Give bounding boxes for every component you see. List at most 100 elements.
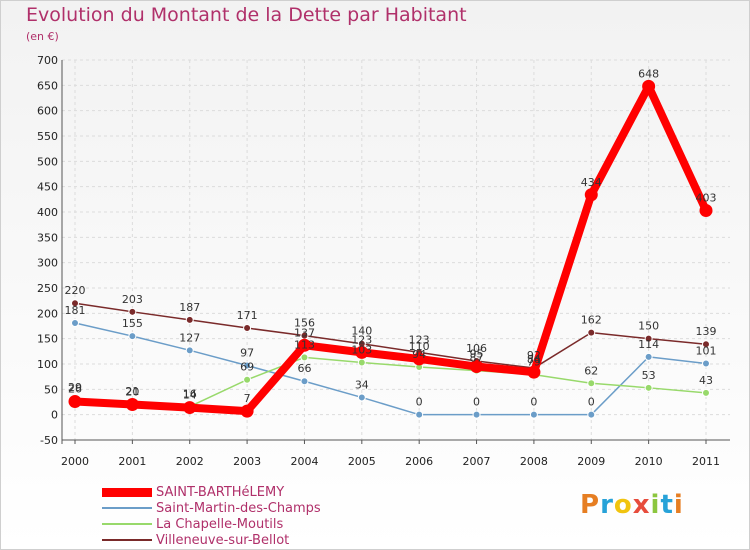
legend-swatch-saint-barthelemy: [102, 487, 152, 497]
legend-item-saint-martin: Saint-Martin-des-Champs: [102, 500, 321, 516]
y-tick-label: 100: [37, 358, 58, 371]
data-point-saint-barth-lemy: [355, 345, 369, 359]
data-point-la-chapelle-moutils: [243, 375, 252, 384]
data-point-saint-martin-des-champs: [702, 359, 710, 368]
data-label-saint-martin-des-champs: 0: [473, 396, 480, 409]
data-point-saint-barth-lemy: [183, 401, 197, 415]
data-label-la-chapelle-moutils: 16: [183, 388, 197, 401]
y-tick-label: 350: [37, 231, 58, 244]
data-label-la-chapelle-moutils: 87: [470, 352, 484, 365]
data-label-villeneuve-sur-bellot: 220: [65, 284, 86, 297]
legend-label-la-chapelle: La Chapelle-Moutils: [156, 516, 284, 532]
data-label-saint-barth-lemy: 110: [409, 340, 430, 353]
data-point-saint-martin-des-champs: [300, 377, 309, 386]
data-label-la-chapelle-moutils: 94: [412, 348, 426, 361]
y-tick-label: 400: [37, 206, 58, 219]
data-label-villeneuve-sur-bellot: 162: [581, 314, 602, 327]
data-point-villeneuve-sur-bellot: [587, 328, 596, 337]
data-point-saint-barth-lemy: [470, 360, 484, 374]
data-label-la-chapelle-moutils: 79: [527, 356, 541, 369]
data-point-la-chapelle-moutils: [644, 383, 653, 392]
y-tick-label: 700: [37, 54, 58, 67]
data-label-villeneuve-sur-bellot: 139: [696, 325, 717, 338]
y-tick-label: 50: [44, 383, 58, 396]
data-label-saint-barth-lemy: 403: [696, 191, 717, 204]
data-point-saint-martin-des-champs: [472, 410, 481, 419]
data-point-saint-barth-lemy: [642, 79, 656, 93]
x-tick-label: 2001: [118, 455, 146, 468]
legend-swatch-villeneuve: [102, 539, 152, 541]
data-label-saint-martin-des-champs: 101: [696, 344, 717, 357]
y-tick-label: 250: [37, 282, 58, 295]
data-point-saint-barth-lemy: [125, 398, 139, 412]
data-label-villeneuve-sur-bellot: 171: [237, 309, 258, 322]
data-point-saint-barth-lemy: [699, 203, 713, 217]
data-label-saint-barth-lemy: 26: [68, 382, 82, 395]
data-point-saint-martin-des-champs: [357, 393, 366, 402]
x-tick-label: 2011: [692, 455, 720, 468]
data-label-saint-martin-des-champs: 0: [588, 396, 595, 409]
y-tick-label: 550: [37, 130, 58, 143]
legend-label-saint-martin: Saint-Martin-des-Champs: [156, 500, 321, 516]
data-label-saint-martin-des-champs: 66: [297, 362, 311, 375]
y-tick-label: 450: [37, 181, 58, 194]
data-point-la-chapelle-moutils: [357, 358, 366, 367]
x-tick-label: 2002: [176, 455, 204, 468]
data-label-saint-martin-des-champs: 127: [179, 331, 200, 344]
data-label-saint-barth-lemy: 648: [638, 67, 659, 80]
series-line-villeneuve-sur-bellot: [74, 302, 707, 369]
data-point-saint-martin-des-champs: [644, 352, 653, 361]
legend-label-saint-barthelemy: SAINT-BARTHéLEMY: [156, 484, 285, 500]
legend-swatch-la-chapelle: [102, 523, 152, 525]
data-point-la-chapelle-moutils: [702, 388, 710, 397]
data-label-villeneuve-sur-bellot: 187: [179, 301, 200, 314]
data-point-saint-barth-lemy: [412, 352, 426, 366]
data-point-saint-barth-lemy: [240, 404, 254, 418]
x-tick-label: 2006: [405, 455, 433, 468]
data-label-saint-martin-des-champs: 97: [240, 347, 254, 360]
data-label-la-chapelle-moutils: 103: [351, 343, 372, 356]
chart-title: Evolution du Montant de la Dette par Hab…: [26, 4, 467, 26]
data-label-saint-martin-des-champs: 0: [530, 396, 537, 409]
data-point-saint-martin-des-champs: [243, 361, 252, 370]
proxiti-logo: Proxiti: [580, 490, 684, 520]
x-tick-label: 2000: [61, 455, 89, 468]
legend-item-saint-barthelemy: SAINT-BARTHéLEMY: [102, 484, 321, 500]
data-point-villeneuve-sur-bellot: [702, 340, 710, 349]
data-label-saint-barth-lemy: 7: [244, 392, 251, 405]
data-label-la-chapelle-moutils: 69: [240, 361, 254, 374]
data-point-saint-barth-lemy: [527, 365, 541, 379]
y-tick-label: 200: [37, 307, 58, 320]
series-line-la-chapelle-moutils: [74, 356, 707, 408]
data-label-la-chapelle-moutils: 113: [294, 338, 315, 351]
data-label-la-chapelle-moutils: 43: [699, 374, 713, 387]
data-point-saint-martin-des-champs: [71, 318, 79, 327]
data-label-villeneuve-sur-bellot: 140: [351, 325, 372, 338]
y-tick-label: 0: [51, 409, 58, 422]
x-tick-label: 2010: [635, 455, 663, 468]
data-point-villeneuve-sur-bellot: [243, 324, 252, 333]
data-point-saint-martin-des-champs: [415, 410, 424, 419]
data-label-villeneuve-sur-bellot: 150: [638, 320, 659, 333]
data-point-saint-barth-lemy: [297, 338, 311, 352]
data-point-la-chapelle-moutils: [587, 379, 596, 388]
legend-item-villeneuve: Villeneuve-sur-Bellot: [102, 532, 321, 548]
y-tick-label: 600: [37, 105, 58, 118]
x-tick-label: 2007: [463, 455, 491, 468]
data-label-saint-barth-lemy: 14: [183, 389, 197, 402]
data-point-saint-martin-des-champs: [185, 346, 194, 355]
x-tick-label: 2005: [348, 455, 376, 468]
data-label-villeneuve-sur-bellot: 92: [527, 349, 541, 362]
data-point-villeneuve-sur-bellot: [185, 315, 194, 324]
data-label-saint-martin-des-champs: 0: [416, 396, 423, 409]
x-tick-label: 2003: [233, 455, 261, 468]
data-point-saint-martin-des-champs: [587, 410, 596, 419]
y-tick-label: 150: [37, 333, 58, 346]
data-label-la-chapelle-moutils: 29: [68, 381, 82, 394]
data-label-saint-martin-des-champs: 155: [122, 317, 143, 330]
data-label-saint-barth-lemy: 84: [527, 353, 541, 366]
data-point-villeneuve-sur-bellot: [128, 307, 137, 316]
data-point-saint-barth-lemy: [584, 188, 598, 202]
data-label-saint-barth-lemy: 20: [125, 386, 139, 399]
